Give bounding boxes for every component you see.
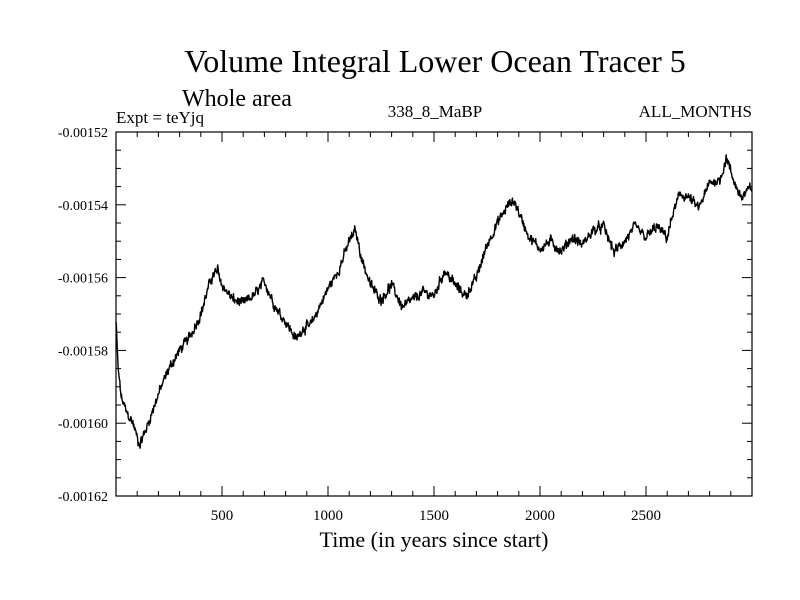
x-tick-label: 1000	[313, 508, 343, 524]
y-tick-label: -0.00152	[58, 126, 108, 141]
months-label: ALL_MONTHS	[639, 102, 752, 121]
chart-subtitle: Whole area	[182, 86, 292, 112]
y-tick-label: -0.00162	[58, 490, 108, 505]
x-tick-label: 1500	[419, 508, 449, 524]
y-tick-label: -0.00158	[58, 344, 108, 359]
y-tick-label: -0.00160	[58, 417, 108, 432]
plot-frame	[115, 131, 753, 497]
x-tick-label: 2500	[631, 508, 661, 524]
experiment-label: Expt = teYjq	[116, 108, 204, 127]
period-label: 338_8_MaBP	[388, 102, 482, 121]
y-tick-label: -0.00154	[58, 199, 108, 214]
x-axis-label: Time (in years since start)	[320, 527, 549, 552]
x-tick-label: 2000	[525, 508, 555, 524]
series-line	[115, 154, 753, 449]
y-axis: -0.00162 -0.00160 -0.00158 -0.00156 -0.00154…	[58, 126, 752, 505]
chart-title: Volume Integral Lower Ocean Tracer 5	[184, 43, 685, 79]
x-axis: 500 1000 1500 2000 2500	[136, 132, 732, 524]
x-tick-label: 500	[211, 508, 234, 524]
y-tick-label: -0.00156	[58, 272, 108, 287]
